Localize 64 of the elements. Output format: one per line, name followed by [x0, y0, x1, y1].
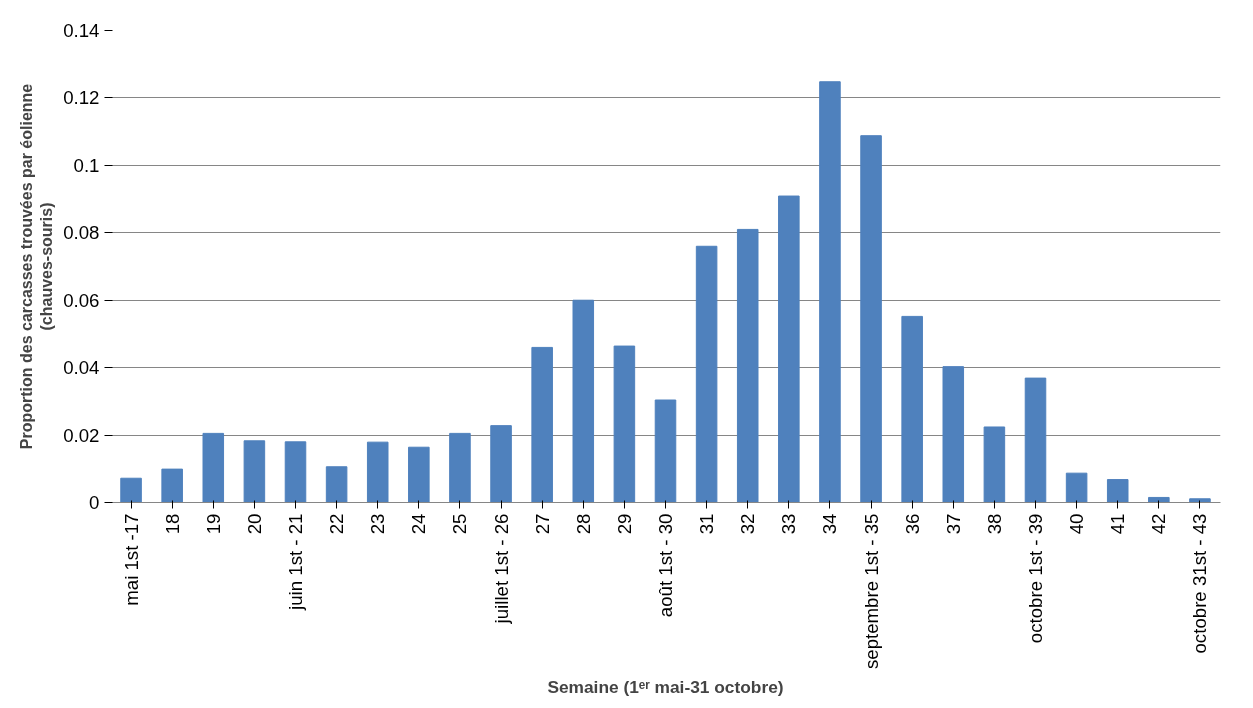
- bar: [654, 399, 677, 503]
- x-tick-label: 38: [983, 513, 1005, 535]
- y-tick-label: 0: [89, 492, 100, 513]
- y-tick-label: 0.02: [63, 424, 100, 446]
- x-tick-label: 27: [531, 513, 553, 535]
- bar: [778, 195, 800, 503]
- bar: [202, 432, 225, 503]
- x-tick-label: 29: [613, 513, 635, 535]
- x-tick-label: 32: [737, 513, 759, 535]
- x-tick-label: 18: [161, 513, 183, 535]
- bar: [490, 425, 512, 503]
- x-tick-label: 19: [202, 513, 224, 535]
- x-tick-label: 31: [696, 513, 718, 535]
- bar: [695, 245, 718, 503]
- x-tick-label: juin 1st - 21: [285, 513, 306, 611]
- bar: [983, 426, 1006, 503]
- x-tick-label: 24: [408, 513, 430, 535]
- bar: [1106, 479, 1129, 503]
- bar: [942, 366, 965, 503]
- bar: [366, 441, 389, 503]
- y-tick-label: 0.08: [63, 222, 100, 244]
- x-tick-label: 23: [367, 513, 389, 535]
- bar: [243, 440, 266, 503]
- x-tick-label: 22: [326, 513, 348, 535]
- x-tick-label: juillet 1st - 26: [490, 513, 512, 625]
- bar: [572, 299, 595, 503]
- x-tick-label: 25: [449, 513, 471, 535]
- x-tick-label: 40: [1066, 513, 1088, 535]
- x-axis-title: Semaine (1ᵉʳ mai-31 octobre): [547, 677, 784, 698]
- x-tick-label: 28: [572, 513, 594, 535]
- x-tick-label: octobre 31st - 43: [1189, 513, 1211, 654]
- y-tick-label: 0.12: [63, 87, 100, 109]
- x-tick-label: septembre 1st - 35: [860, 513, 882, 670]
- bar: [284, 441, 307, 503]
- y-tick-label: 0.06: [63, 289, 100, 311]
- x-tick-label: 41: [1107, 513, 1129, 535]
- x-tick-label: 36: [901, 513, 923, 535]
- x-tick-label: mai 1st -17: [120, 513, 142, 606]
- x-tick-label: 37: [942, 513, 964, 535]
- y-tick-label: 0.14: [63, 20, 100, 41]
- bar: [1189, 498, 1211, 503]
- x-tick-label: 34: [819, 513, 841, 535]
- bar: [325, 466, 348, 503]
- bar: [1148, 496, 1170, 503]
- x-tick-label: 42: [1148, 513, 1170, 535]
- x-tick-label: 33: [778, 513, 800, 535]
- bar: [736, 228, 759, 503]
- bar: [161, 468, 183, 503]
- bar: [531, 346, 553, 503]
- bar: [1024, 377, 1047, 503]
- bar: [901, 315, 923, 503]
- bar: [819, 81, 841, 503]
- bar: [120, 477, 142, 503]
- bar: [860, 135, 882, 503]
- bar: [449, 432, 471, 503]
- y-axis-title: Proportion des carcasses trouvées par éolienne (chauves-souris): [17, 83, 56, 450]
- x-tick-label: août 1st - 30: [655, 513, 676, 618]
- bar: [1065, 472, 1088, 503]
- y-tick-label: 0.04: [63, 357, 100, 379]
- y-tick-label: 0.1: [73, 154, 100, 176]
- x-tick-label: 20: [243, 513, 265, 535]
- bar: [408, 446, 430, 503]
- x-tick-label: octobre 1st - 39: [1025, 513, 1046, 644]
- bar: [613, 345, 636, 503]
